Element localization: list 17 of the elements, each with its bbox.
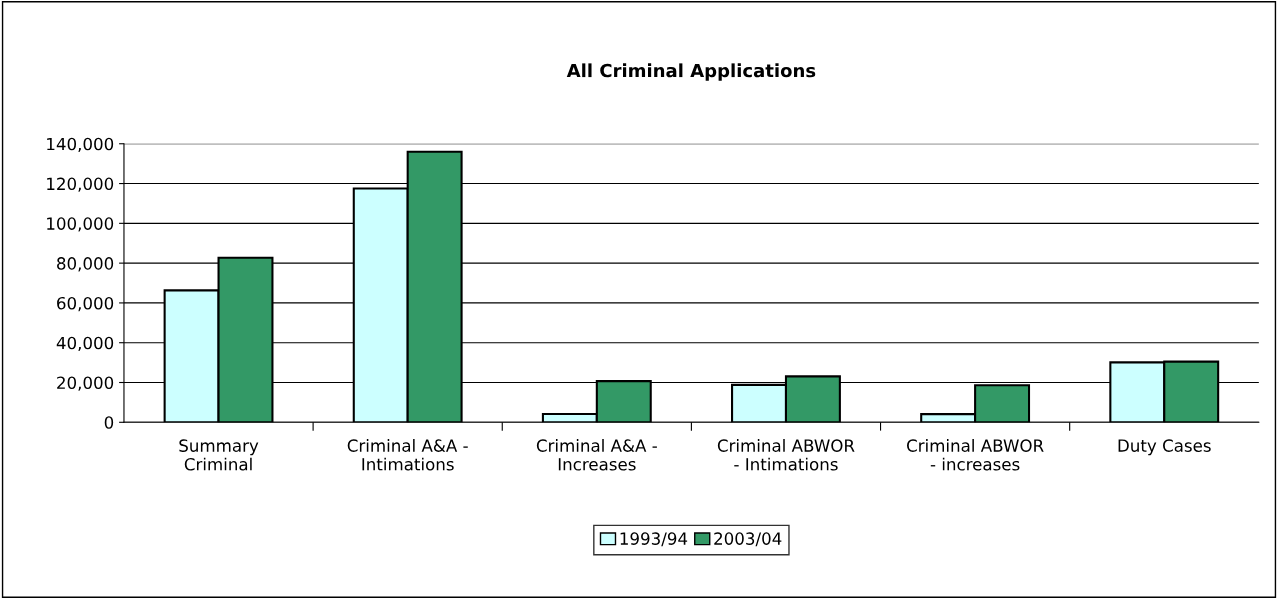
y-tick-label: 0 [104,416,114,429]
x-tick-label: Duty Cases [1118,439,1211,456]
legend-label: 2003/04 [714,532,782,547]
legend-label: 1993/94 [620,532,688,547]
y-tick-label: 40,000 [56,336,114,351]
y-tick-label: 100,000 [47,217,114,232]
y-tick-label: 60,000 [57,296,114,312]
x-tick-label: Criminal ABWOR - increases [907,439,1044,471]
y-tick-label: 20,000 [57,376,114,391]
x-tick-label: Criminal ABWOR - Intimations [717,439,855,471]
y-tick-label: 80,000 [57,257,114,272]
y-tick-label: 120,000 [47,177,114,192]
chart-title: All Criminal Applications [566,63,816,81]
x-tick-label: Criminal A&A - Intimations [347,439,468,471]
y-tick-label: 140,000 [47,137,114,153]
x-tick-label: Criminal A&A - Increases [536,439,657,471]
x-tick-label: Summary Criminal [179,439,259,471]
